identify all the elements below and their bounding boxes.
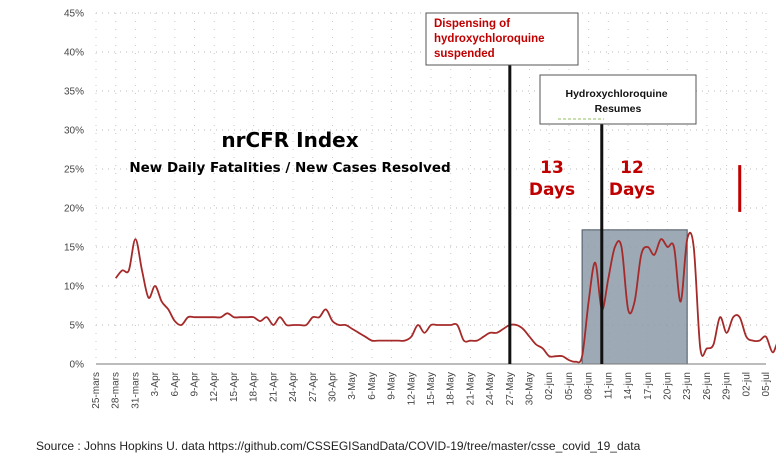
x-tick-label: 15-Apr [229, 371, 240, 402]
label-12-days: Days [609, 180, 655, 200]
x-tick-label: 17-jun [643, 372, 654, 400]
y-tick-labels: 0% 5% 10% 15% 20% 25% 30% 35% 40% 45% [64, 9, 84, 371]
x-tick-label: 31-mars [130, 372, 141, 409]
x-tick-label: 3-May [347, 372, 358, 400]
x-tick-label: 20-jun [662, 372, 673, 400]
annotation-box-resumes: Hydroxychloroquine Resumes [539, 74, 697, 125]
annotation-box-resumes-text: Hydroxychloroquine Resumes [565, 88, 670, 115]
x-tick-label: 29-jun [722, 372, 733, 400]
x-tick-label: 12-Apr [209, 371, 220, 402]
annotation-layer [508, 30, 742, 364]
y-tick-label: 15% [64, 243, 84, 254]
x-tick-label: 24-May [485, 372, 496, 405]
x-tick-label: 28-mars [111, 372, 122, 409]
x-tick-label: 02-jul [741, 372, 752, 396]
annotation-box-suspended-text: Dispensing of hydroxychloroquine suspend… [434, 18, 548, 60]
x-tick-label: 6-May [367, 372, 378, 400]
x-tick-label: 24-Apr [288, 371, 299, 402]
chart-subtitle: New Daily Fatalities / New Cases Resolve… [129, 160, 450, 176]
y-tick-label: 10% [64, 282, 84, 293]
source-note: Source : Johns Hopkins U. data https://g… [36, 439, 641, 453]
series-layer [114, 231, 776, 364]
y-tick-label: 0% [70, 360, 85, 371]
label-13: 13 [540, 158, 564, 178]
x-tick-labels: 25-mars 28-mars 31-mars 3-Apr 6-Apr 9-Apr 12-A… [91, 371, 772, 408]
y-tick-label: 20% [64, 204, 84, 215]
y-tick-label: 35% [64, 87, 84, 98]
label-13-days: Days [529, 180, 575, 200]
x-tick-label: 9-May [387, 372, 398, 400]
x-tick-label: 26-jun [702, 372, 713, 400]
x-tick-label: 3-Apr [150, 371, 161, 396]
x-tick-label: 27-May [505, 372, 516, 405]
x-tick-label: 23-jun [682, 372, 693, 400]
x-tick-label: 6-Apr [170, 371, 181, 396]
x-tick-label: 30-Apr [327, 371, 338, 402]
x-tick-label: 12-May [406, 372, 417, 405]
y-tick-label: 45% [64, 9, 84, 20]
series-line-0 [114, 231, 776, 364]
y-tick-label: 30% [64, 126, 84, 137]
x-tick-label: 08-jun [584, 372, 595, 400]
x-tick-label: 11-jun [603, 372, 614, 399]
x-tick-label: 15-May [426, 372, 437, 405]
annotation-box-suspended: Dispensing of hydroxychloroquine suspend… [425, 12, 579, 66]
x-tick-label: 21-May [465, 372, 476, 405]
y-tick-label: 25% [64, 165, 84, 176]
x-tick-label: 27-Apr [308, 371, 319, 402]
label-12: 12 [620, 158, 644, 178]
x-tick-label: 02-jun [544, 372, 555, 400]
x-tick-label: 14-jun [623, 372, 634, 400]
x-tick-label: 9-Apr [190, 371, 201, 396]
x-tick-label: 25-mars [91, 372, 102, 409]
chart-title: nrCFR Index [221, 128, 358, 152]
x-tick-label: 30-May [525, 372, 536, 405]
x-tick-label: 05-jun [564, 372, 575, 400]
annotation-box-suspended-frame [425, 12, 579, 66]
x-tick-label: 21-Apr [268, 371, 279, 402]
x-tick-label: 05-jul [761, 372, 772, 396]
x-tick-label: 18-Apr [249, 371, 260, 402]
x-tick-label: 18-May [446, 372, 457, 405]
y-tick-label: 5% [70, 321, 85, 332]
annotation-box-resumes-frame [539, 74, 697, 125]
y-tick-label: 40% [64, 48, 84, 59]
